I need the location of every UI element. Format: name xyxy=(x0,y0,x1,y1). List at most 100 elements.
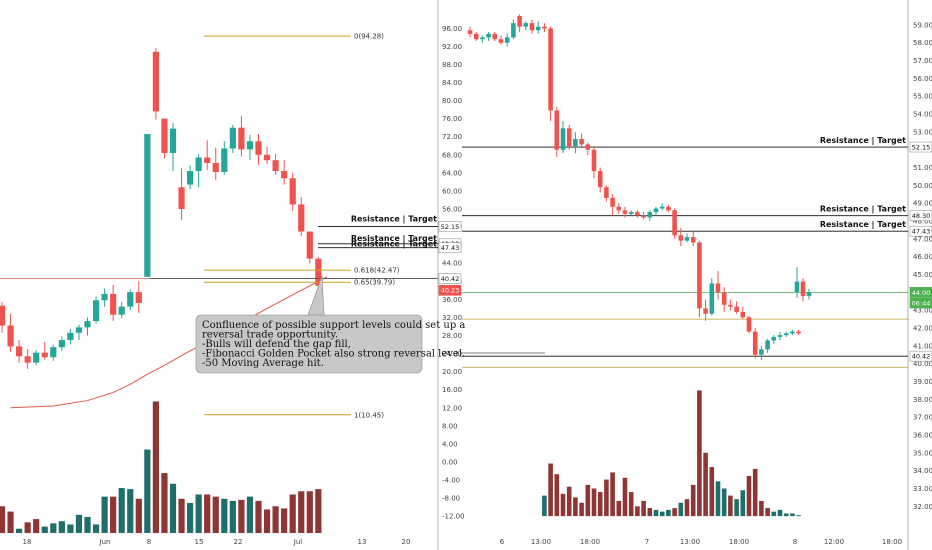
left-daily-chart[interactable]: 96.0092.0088.0084.0080.0076.0072.0068.00… xyxy=(0,0,465,550)
right-candle-body xyxy=(709,283,715,314)
right-y-tick-label: 46.00 xyxy=(913,253,932,261)
right-volume-bar xyxy=(728,495,733,517)
right-candle-body xyxy=(666,206,671,211)
right-candle-body xyxy=(529,23,535,31)
right-candle-body xyxy=(560,128,566,150)
left-volume-bar xyxy=(246,496,254,533)
left-candle-body xyxy=(204,157,211,163)
left-volume-bar xyxy=(135,498,142,533)
right-y-tick-label: 51.00 xyxy=(913,164,932,172)
right-candle-body xyxy=(622,210,628,214)
right-candle-body xyxy=(746,317,752,332)
left-volume-bar xyxy=(16,528,23,533)
right-volume-bar xyxy=(616,500,622,517)
left-price-badge-label: 40.23 xyxy=(441,287,460,295)
right-volume-bar xyxy=(709,467,715,517)
left-candle-body xyxy=(289,178,296,205)
left-x-tick-label: 8 xyxy=(147,538,151,546)
right-candle-body xyxy=(579,139,584,145)
left-candle-body xyxy=(152,51,159,112)
left-candle-body xyxy=(24,356,31,363)
left-candle-body xyxy=(101,293,108,301)
right-x-tick-label: 12:00 xyxy=(824,538,844,546)
right-candle-body xyxy=(554,110,560,150)
right-y-tick-label: 55.00 xyxy=(913,93,932,101)
right-price-badge xyxy=(909,225,932,237)
left-y-tick-label: 8.00 xyxy=(442,422,458,430)
right-volume-bar xyxy=(796,515,801,517)
right-candle-body xyxy=(591,149,597,172)
right-y-tick-label: 57.00 xyxy=(913,57,932,65)
left-y-tick-label: 20.00 xyxy=(442,368,462,376)
left-volume-bar xyxy=(33,519,40,533)
right-candle-body xyxy=(684,237,690,241)
left-candle-body xyxy=(195,157,202,172)
right-candle-body xyxy=(728,304,733,307)
left-y-tick-label: 84.00 xyxy=(442,79,462,87)
left-volume-bar xyxy=(7,511,14,533)
right-price-badge-label: 47.43 xyxy=(912,228,931,236)
left-price-badge xyxy=(438,221,462,232)
right-candle-body xyxy=(535,26,541,31)
left-y-tick-label: -8.00 xyxy=(442,495,460,503)
right-volume-bar xyxy=(690,484,696,517)
left-volume-bar xyxy=(24,522,31,533)
right-volume-bar xyxy=(641,500,646,517)
left-candle-body xyxy=(263,154,271,161)
left-volume-bar xyxy=(92,524,100,533)
right-price-badge xyxy=(909,210,932,221)
left-volume-bar xyxy=(0,506,6,533)
right-volume-bar xyxy=(585,484,591,517)
right-volume-bar xyxy=(771,511,777,517)
right-volume-bar xyxy=(659,511,665,517)
left-y-tick-label: 12.00 xyxy=(442,404,462,412)
left-candle-body xyxy=(7,325,14,347)
right-x-tick-label: 8 xyxy=(793,538,797,546)
right-volume-bar xyxy=(560,493,566,517)
resistance-label: Resistance | Target xyxy=(351,234,437,243)
right-x-tick-label: 18:00 xyxy=(882,538,902,546)
annotation-text: Confluence of possible support levels co… xyxy=(202,320,465,369)
left-candle-body xyxy=(41,352,48,358)
left-volume-bar xyxy=(221,498,228,533)
left-volume-bar xyxy=(118,488,125,533)
left-volume-bar xyxy=(272,506,279,533)
right-volume-bar xyxy=(573,497,578,517)
right-resistance-label: Resistance | Target xyxy=(820,136,906,145)
right-candle-body xyxy=(777,335,783,337)
right-y-tick-label: 42.00 xyxy=(913,325,932,333)
right-candle-body xyxy=(641,215,646,218)
right-candle-body xyxy=(740,311,746,318)
right-resistance-label: Resistance | Target xyxy=(820,205,906,214)
left-candle-body xyxy=(144,134,151,277)
left-y-tick-label: 32.00 xyxy=(442,314,462,322)
right-intraday-chart[interactable]: 59.0058.0057.0056.0055.0054.0053.0052.00… xyxy=(462,0,932,550)
left-y-tick-label: 44.00 xyxy=(442,260,462,268)
right-y-tick-label: 39.00 xyxy=(913,378,932,386)
left-candle-body xyxy=(306,231,313,259)
resistance-label: Resistance | Target xyxy=(351,214,437,223)
left-price-badge xyxy=(438,285,462,296)
left-y-tick-label: 60.00 xyxy=(442,187,462,195)
moving-average-50-line xyxy=(10,276,328,409)
right-candle-body xyxy=(796,331,801,334)
right-candle-body xyxy=(703,308,708,314)
right-candle-body xyxy=(783,333,789,336)
right-candle-body xyxy=(473,33,479,40)
right-volume-bar xyxy=(684,499,690,517)
right-candle-body xyxy=(653,208,659,213)
left-volume-bar xyxy=(50,523,57,533)
right-candle-body xyxy=(566,128,572,147)
right-price-badge-label: 44.00 xyxy=(912,289,931,297)
right-y-tick-label: 41.00 xyxy=(913,342,932,350)
left-y-tick-label: 4.00 xyxy=(442,440,458,448)
right-y-tick-label: 36.00 xyxy=(913,431,932,439)
left-candle-body xyxy=(255,141,262,155)
left-y-tick-label: 0.00 xyxy=(442,459,458,467)
right-x-tick-label: 6 xyxy=(500,538,505,546)
right-candle-body xyxy=(628,212,634,214)
right-volume-bar xyxy=(610,472,615,517)
right-y-tick-label: 50.00 xyxy=(913,182,932,190)
right-candle-body xyxy=(790,331,795,334)
right-candle-body xyxy=(678,235,684,241)
